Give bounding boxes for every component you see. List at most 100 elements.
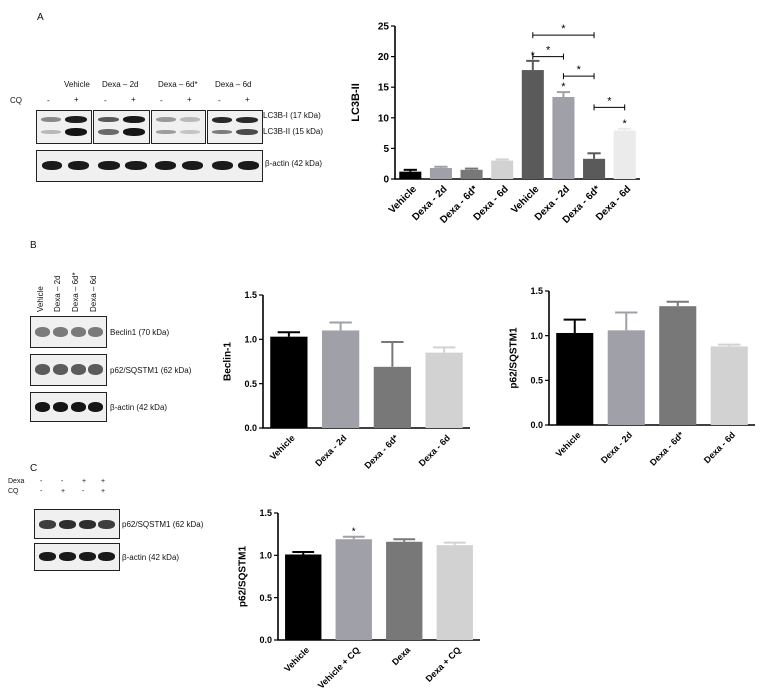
cq-sign: +: [131, 95, 136, 104]
y-tick-label: 0.0: [244, 423, 257, 433]
bar: [613, 130, 636, 179]
panel-letter-c: C: [30, 463, 38, 474]
x-tick-label: Vehicle: [282, 645, 311, 674]
bar: [607, 330, 645, 425]
y-axis-label: p62/SQSTM1: [238, 546, 249, 608]
y-axis-label: p62/SQSTM1: [509, 327, 520, 389]
lc3b-blot-segment: [151, 110, 206, 144]
lc3b-blot-segment: [36, 110, 92, 144]
y-tick-label: 5: [383, 144, 389, 155]
x-tick-label: Dexa: [390, 644, 413, 667]
bar: [556, 332, 594, 425]
actin-blot-c: [34, 543, 120, 571]
bar: [270, 336, 308, 428]
cq-label: CQ: [10, 96, 22, 105]
bar: [436, 545, 473, 640]
bar: [491, 160, 514, 179]
band-label-beclin1: Beclin1 (70 kDa): [110, 328, 170, 337]
bar: [710, 346, 748, 425]
bar: [335, 539, 372, 640]
group-label-dexa-2d: Dexa – 2d: [102, 80, 139, 89]
y-tick-label: 1.5: [259, 508, 272, 518]
band-label-actin-a: β-actin (42 kDa): [265, 159, 323, 168]
significance-star: *: [607, 95, 612, 107]
p62-blot-c: [34, 509, 120, 539]
lc3b-blot-segment: [207, 110, 263, 144]
panel-letter-b: B: [30, 240, 37, 251]
y-tick-label: 0.0: [530, 420, 543, 430]
cq-sign-c: -: [40, 488, 43, 495]
band-label-p62-c: p62/SQSTM1 (62 kDa): [122, 520, 204, 529]
band-label-actin-b: β-actin (42 kDa): [110, 403, 168, 412]
band-label-p62-b: p62/SQSTM1 (62 kDa): [110, 366, 192, 375]
actin-blot-b: [30, 392, 107, 422]
y-tick-label: 1.0: [530, 331, 543, 341]
cq-sign-c: -: [82, 488, 85, 495]
significance-star: *: [623, 118, 628, 130]
y-tick-label: 0.0: [259, 635, 272, 645]
y-tick-label: 1.5: [530, 286, 543, 296]
significance-star: *: [561, 81, 566, 93]
bar: [373, 366, 412, 428]
bar: [321, 330, 360, 428]
cq-sign: +: [245, 95, 250, 104]
dexa-sign: -: [61, 478, 64, 485]
bar: [285, 554, 322, 640]
significance-star: *: [546, 45, 551, 57]
x-tick-label: Dexa + CQ: [424, 645, 463, 684]
group-label-vehicle: Vehicle: [64, 80, 90, 89]
dexa-sign: +: [101, 478, 106, 485]
significance-star: *: [577, 64, 582, 76]
y-tick-label: 1.0: [259, 550, 272, 560]
significance-star: *: [352, 527, 356, 538]
cq-sign-c: +: [61, 488, 66, 495]
significance-star: *: [561, 23, 566, 35]
group-label-dexa-6d: Dexa – 6d: [215, 80, 252, 89]
beclin-blot: [30, 316, 107, 348]
bar: [583, 158, 606, 179]
dexa-sign: +: [82, 478, 87, 485]
dexa-sign: -: [40, 478, 43, 485]
bar: [460, 169, 483, 179]
p62-blot-b: [30, 354, 107, 386]
cq-sign: -: [104, 96, 107, 105]
y-axis-label: Beclin-1: [223, 342, 234, 381]
band-label-actin-c: β-actin (42 kDa): [122, 553, 180, 562]
actin-blot-a: [36, 150, 263, 182]
bar: [425, 352, 463, 428]
cq-sign: -: [218, 96, 221, 105]
group-label-dexa-6d-star: Dexa – 6d*: [158, 80, 198, 89]
x-tick-label: Vehicle + CQ: [316, 645, 362, 691]
panel-letter-a: A: [37, 12, 44, 23]
bar: [429, 167, 452, 179]
y-axis-label: LC3B-II: [350, 83, 362, 122]
y-tick-label: 0: [383, 175, 389, 186]
bar: [386, 541, 423, 640]
y-tick-label: 0.5: [244, 379, 257, 389]
y-tick-label: 0.5: [259, 593, 272, 603]
y-tick-label: 10: [378, 113, 390, 124]
cq-sign: -: [47, 96, 50, 105]
y-tick-label: 1.0: [244, 334, 257, 344]
y-tick-label: 1.5: [244, 290, 257, 300]
bar: [399, 171, 422, 179]
y-tick-label: 15: [378, 83, 390, 94]
bar: [659, 306, 697, 425]
bar: [552, 96, 575, 179]
row-label-dexa: Dexa: [8, 478, 25, 485]
bar: [521, 70, 544, 179]
cq-sign-c: +: [101, 488, 106, 495]
cq-sign: -: [160, 96, 163, 105]
band-label-lc3b-ii: LC3B-II (15 kDa): [263, 127, 324, 136]
y-tick-label: 0.5: [530, 375, 543, 385]
cq-sign: +: [187, 95, 192, 104]
cq-sign: +: [74, 95, 79, 104]
y-tick-label: 20: [378, 52, 390, 63]
band-label-lc3b-i: LC3B-I (17 kDa): [263, 111, 321, 120]
lc3b-blot-segment: [93, 110, 150, 144]
y-tick-label: 25: [378, 22, 390, 33]
